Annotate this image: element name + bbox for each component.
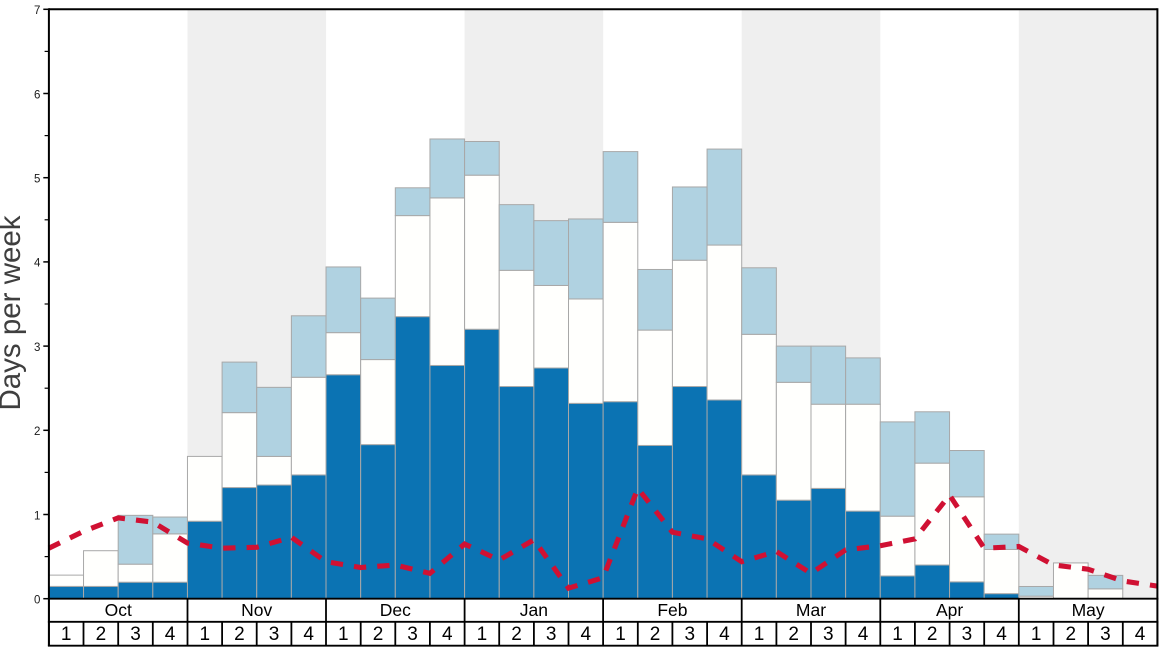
svg-text:Days per week: Days per week — [0, 215, 27, 410]
svg-text:1: 1 — [61, 624, 72, 645]
svg-text:2: 2 — [34, 426, 40, 438]
svg-text:3: 3 — [962, 624, 973, 645]
svg-text:5: 5 — [34, 174, 40, 186]
svg-text:Dec: Dec — [380, 600, 411, 620]
svg-text:4: 4 — [442, 624, 453, 645]
svg-text:3: 3 — [269, 624, 280, 645]
svg-text:3: 3 — [130, 624, 141, 645]
svg-text:2: 2 — [373, 624, 384, 645]
svg-text:2: 2 — [96, 624, 107, 645]
svg-text:4: 4 — [581, 624, 592, 645]
svg-text:Oct: Oct — [105, 600, 132, 620]
svg-text:4: 4 — [719, 624, 730, 645]
svg-text:2: 2 — [650, 624, 661, 645]
svg-text:1: 1 — [1031, 624, 1042, 645]
svg-text:Feb: Feb — [657, 600, 687, 620]
svg-text:4: 4 — [858, 624, 869, 645]
svg-text:1: 1 — [615, 624, 626, 645]
svg-text:4: 4 — [1135, 624, 1146, 645]
svg-text:4: 4 — [303, 624, 314, 645]
svg-text:1: 1 — [754, 624, 765, 645]
svg-text:3: 3 — [546, 624, 557, 645]
svg-text:4: 4 — [165, 624, 176, 645]
svg-text:3: 3 — [34, 342, 40, 354]
svg-text:Nov: Nov — [241, 600, 272, 620]
svg-text:6: 6 — [34, 89, 40, 101]
svg-text:3: 3 — [1100, 624, 1111, 645]
svg-text:1: 1 — [892, 624, 903, 645]
svg-text:0: 0 — [34, 595, 40, 607]
svg-text:3: 3 — [823, 624, 834, 645]
svg-text:2: 2 — [234, 624, 245, 645]
svg-text:3: 3 — [407, 624, 418, 645]
svg-text:2: 2 — [1066, 624, 1077, 645]
svg-text:Jan: Jan — [520, 600, 548, 620]
svg-text:1: 1 — [338, 624, 349, 645]
svg-text:May: May — [1072, 600, 1105, 620]
svg-text:2: 2 — [511, 624, 522, 645]
svg-text:Mar: Mar — [796, 600, 826, 620]
svg-text:7: 7 — [34, 5, 40, 17]
svg-text:1: 1 — [477, 624, 488, 645]
svg-text:1: 1 — [34, 510, 40, 522]
svg-text:2: 2 — [927, 624, 938, 645]
svg-text:1: 1 — [200, 624, 211, 645]
svg-text:4: 4 — [34, 258, 41, 270]
svg-text:Apr: Apr — [936, 600, 963, 620]
svg-text:4: 4 — [996, 624, 1007, 645]
svg-text:2: 2 — [788, 624, 799, 645]
svg-text:3: 3 — [685, 624, 696, 645]
